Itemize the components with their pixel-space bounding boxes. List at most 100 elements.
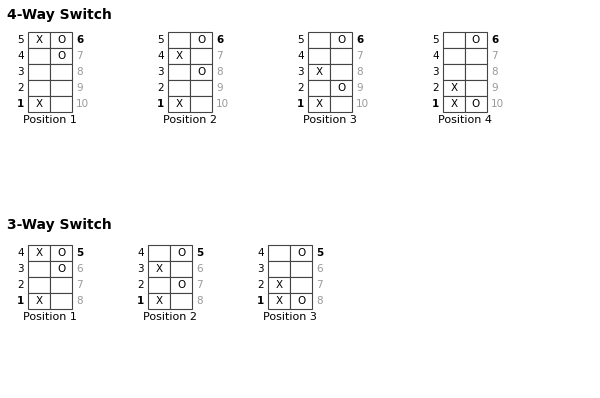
- Bar: [465, 80, 487, 96]
- Text: X: X: [35, 35, 43, 45]
- Text: 6: 6: [216, 35, 223, 45]
- Text: 3: 3: [433, 67, 439, 77]
- Text: Position 3: Position 3: [303, 115, 357, 125]
- Text: O: O: [177, 248, 185, 258]
- Text: Position 3: Position 3: [263, 312, 317, 322]
- Bar: [28, 261, 50, 277]
- Bar: [443, 64, 465, 80]
- Bar: [290, 277, 312, 293]
- Bar: [50, 293, 72, 309]
- Bar: [168, 32, 190, 48]
- Text: X: X: [175, 51, 182, 61]
- Text: 3: 3: [17, 67, 24, 77]
- Text: 4: 4: [17, 51, 24, 61]
- Bar: [465, 64, 487, 80]
- Bar: [465, 96, 487, 112]
- Bar: [148, 293, 170, 309]
- Text: 3: 3: [17, 264, 24, 274]
- Bar: [50, 245, 72, 261]
- Bar: [28, 48, 50, 64]
- Bar: [190, 96, 212, 112]
- Text: Position 1: Position 1: [23, 115, 77, 125]
- Text: 6: 6: [76, 35, 83, 45]
- Text: 6: 6: [491, 35, 498, 45]
- Bar: [465, 32, 487, 48]
- Text: 10: 10: [356, 99, 369, 109]
- Text: O: O: [57, 35, 65, 45]
- Bar: [148, 277, 170, 293]
- Bar: [50, 32, 72, 48]
- Bar: [330, 64, 352, 80]
- Text: X: X: [316, 99, 323, 109]
- Text: O: O: [57, 248, 65, 258]
- Bar: [170, 245, 192, 261]
- Text: 7: 7: [76, 280, 83, 290]
- Text: 2: 2: [137, 280, 144, 290]
- Text: X: X: [35, 248, 43, 258]
- Text: 10: 10: [76, 99, 89, 109]
- Bar: [465, 48, 487, 64]
- Text: 7: 7: [316, 280, 323, 290]
- Text: 5: 5: [17, 35, 24, 45]
- Text: X: X: [316, 67, 323, 77]
- Bar: [308, 64, 330, 80]
- Text: X: X: [451, 99, 458, 109]
- Text: 5: 5: [298, 35, 304, 45]
- Text: Position 2: Position 2: [163, 115, 217, 125]
- Text: 1: 1: [257, 296, 264, 306]
- Bar: [330, 96, 352, 112]
- Bar: [170, 293, 192, 309]
- Bar: [190, 48, 212, 64]
- Bar: [268, 245, 290, 261]
- Text: O: O: [337, 83, 345, 93]
- Text: X: X: [275, 296, 283, 306]
- Bar: [443, 80, 465, 96]
- Bar: [28, 80, 50, 96]
- Bar: [50, 48, 72, 64]
- Bar: [308, 80, 330, 96]
- Text: 9: 9: [76, 83, 83, 93]
- Text: 3: 3: [257, 264, 264, 274]
- Text: 8: 8: [196, 296, 203, 306]
- Text: 6: 6: [196, 264, 203, 274]
- Bar: [170, 277, 192, 293]
- Text: 8: 8: [76, 67, 83, 77]
- Bar: [50, 64, 72, 80]
- Bar: [168, 48, 190, 64]
- Text: 7: 7: [356, 51, 362, 61]
- Bar: [28, 32, 50, 48]
- Text: 7: 7: [216, 51, 223, 61]
- Text: 10: 10: [216, 99, 229, 109]
- Text: Position 2: Position 2: [143, 312, 197, 322]
- Text: 3: 3: [157, 67, 164, 77]
- Bar: [50, 277, 72, 293]
- Bar: [330, 32, 352, 48]
- Text: 10: 10: [491, 99, 504, 109]
- Text: 8: 8: [316, 296, 323, 306]
- Bar: [50, 80, 72, 96]
- Bar: [290, 293, 312, 309]
- Text: 1: 1: [297, 99, 304, 109]
- Bar: [190, 32, 212, 48]
- Text: 4: 4: [298, 51, 304, 61]
- Text: 4: 4: [137, 248, 144, 258]
- Text: 9: 9: [356, 83, 362, 93]
- Bar: [290, 261, 312, 277]
- Text: 3: 3: [298, 67, 304, 77]
- Bar: [190, 64, 212, 80]
- Text: Position 4: Position 4: [438, 115, 492, 125]
- Text: O: O: [197, 35, 205, 45]
- Text: X: X: [35, 99, 43, 109]
- Text: 5: 5: [433, 35, 439, 45]
- Bar: [148, 245, 170, 261]
- Text: 5: 5: [316, 248, 323, 258]
- Bar: [330, 80, 352, 96]
- Text: 6: 6: [316, 264, 323, 274]
- Bar: [330, 48, 352, 64]
- Text: 7: 7: [196, 280, 203, 290]
- Bar: [50, 96, 72, 112]
- Text: X: X: [275, 280, 283, 290]
- Bar: [268, 277, 290, 293]
- Text: 8: 8: [491, 67, 497, 77]
- Bar: [168, 80, 190, 96]
